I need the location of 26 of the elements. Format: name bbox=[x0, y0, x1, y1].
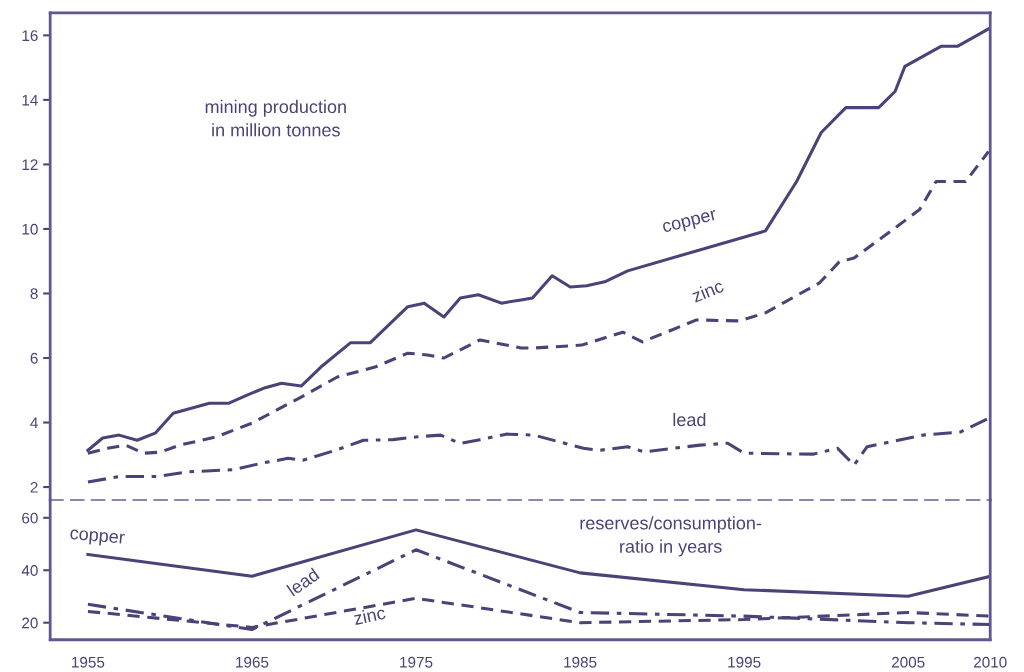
x-tick-label: 2005 bbox=[891, 656, 925, 668]
y-tick-label: 6 bbox=[30, 352, 38, 364]
y-tick-label: 40 bbox=[21, 565, 38, 576]
y-tick-label: 12 bbox=[22, 159, 38, 170]
y-tick-label: 10 bbox=[22, 223, 38, 235]
x-tick-label: 1995 bbox=[728, 656, 761, 668]
y-tick-label: 16 bbox=[22, 30, 38, 42]
text: zinc bbox=[690, 278, 725, 303]
text: mining production in million tonnes bbox=[205, 99, 346, 137]
x-tick-label: 1955 bbox=[72, 656, 105, 668]
y-tick-label: 20 bbox=[22, 617, 38, 629]
x-tick-label: 1985 bbox=[564, 656, 597, 668]
y-tick-label: 8 bbox=[30, 288, 38, 300]
x-tick-label: 1965 bbox=[236, 656, 269, 668]
series-label: copper bbox=[69, 529, 125, 548]
text: zinc bbox=[353, 605, 387, 626]
text: reserves/consumption- ratio in years bbox=[580, 516, 762, 557]
series-label: lead bbox=[673, 412, 706, 427]
x-tick-label: 2010 bbox=[973, 656, 1007, 668]
text: lead bbox=[286, 567, 320, 597]
y-tick-label: 4 bbox=[30, 417, 38, 429]
y-tick-label: 2 bbox=[30, 481, 38, 493]
x-tick-label: 1975 bbox=[400, 656, 433, 668]
text: copper bbox=[662, 209, 718, 237]
y-tick-label: 14 bbox=[22, 94, 38, 106]
y-tick-label: 60 bbox=[22, 512, 38, 524]
